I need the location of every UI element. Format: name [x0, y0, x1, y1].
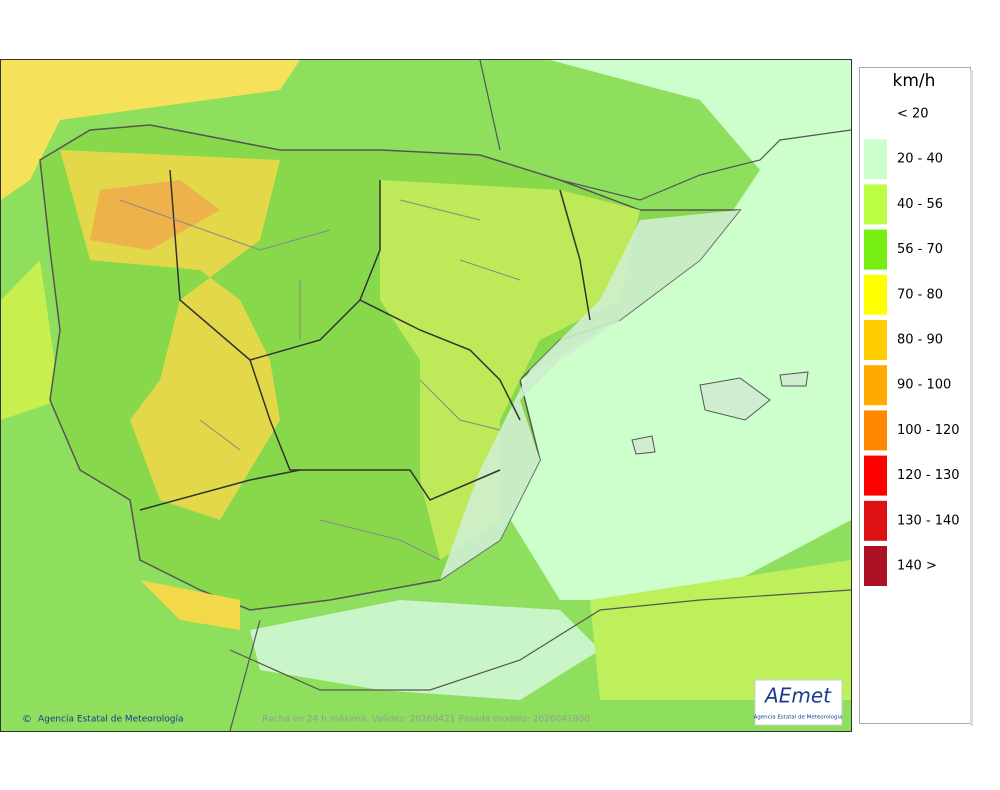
caption: Racha en 24 h máxima. Validez: 20260421 … [262, 715, 590, 725]
credit: Agencia Estatal de Meteorología [38, 715, 184, 725]
legend-label: 80 - 90 [897, 333, 943, 348]
legend-swatch [864, 139, 887, 180]
legend-swatch [864, 500, 887, 541]
legend-shadow [970, 70, 973, 726]
map [1, 60, 851, 731]
legend-swatch [864, 320, 887, 360]
logo-subtitle: Agencia Estatal de Meteorología [754, 714, 843, 721]
legend-label: 20 - 40 [897, 152, 943, 167]
legend-swatch [864, 546, 887, 586]
legend-label: 130 - 140 [897, 513, 960, 528]
legend-label: 120 - 130 [897, 468, 960, 483]
legend-label: 56 - 70 [897, 242, 943, 257]
map-frame [0, 59, 852, 732]
logo-box [754, 679, 843, 726]
legend-label: 40 - 56 [897, 197, 943, 212]
legend-label: 140 > [897, 559, 937, 574]
legend-swatch [864, 410, 887, 451]
legend-label: 100 - 120 [897, 423, 960, 438]
logo: AEmet [763, 684, 832, 708]
legend-swatch [864, 229, 887, 270]
legend: < 20 20 - 40 40 - 56 56 - 70 70 - 80 80 - 90 9… [864, 107, 960, 586]
legend-label: < 20 [897, 107, 929, 122]
legend-swatch [864, 455, 887, 496]
credit-icon: © [22, 714, 32, 725]
legend-unit: km/h [893, 71, 936, 91]
legend-label: 70 - 80 [897, 287, 943, 302]
legend-swatch [864, 184, 887, 225]
legend-swatch [864, 274, 887, 315]
legend-label: 90 - 100 [897, 378, 951, 393]
legend-swatch [864, 365, 887, 406]
